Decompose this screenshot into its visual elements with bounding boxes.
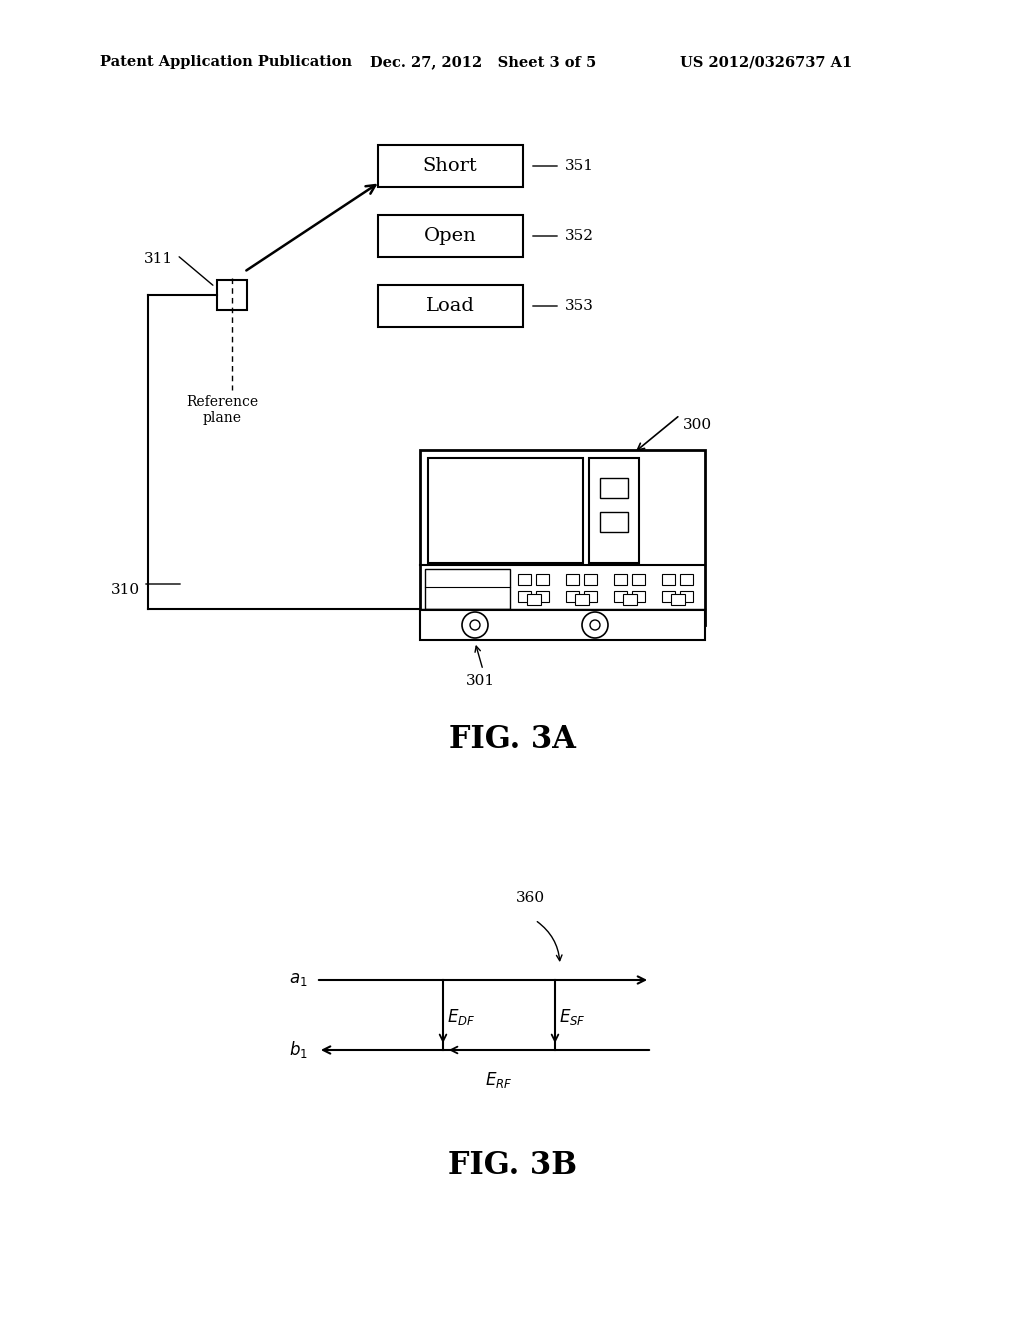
Text: $a_1$: $a_1$ [290, 972, 308, 989]
Text: Dec. 27, 2012   Sheet 3 of 5: Dec. 27, 2012 Sheet 3 of 5 [370, 55, 596, 69]
Bar [518, 574, 531, 585]
Circle shape [462, 612, 488, 638]
Text: 300: 300 [683, 418, 712, 432]
Bar [680, 574, 693, 585]
Bar [575, 594, 589, 605]
Bar [584, 574, 597, 585]
Text: Short: Short [423, 157, 477, 176]
Text: Load: Load [426, 297, 474, 315]
Bar [662, 574, 675, 585]
Bar [536, 591, 549, 602]
Text: 310: 310 [111, 583, 140, 597]
Text: 353: 353 [565, 300, 594, 313]
Text: $\mathit{E}_{RF}$: $\mathit{E}_{RF}$ [485, 1071, 513, 1090]
Text: $\mathit{E}_{DF}$: $\mathit{E}_{DF}$ [447, 1007, 475, 1027]
Text: FIG. 3A: FIG. 3A [449, 725, 575, 755]
Bar [632, 591, 645, 602]
Text: Patent Application Publication: Patent Application Publication [100, 55, 352, 69]
Text: FIG. 3B: FIG. 3B [447, 1150, 577, 1180]
Bar [217, 280, 247, 310]
Bar [632, 574, 645, 585]
Bar [518, 591, 531, 602]
Bar [614, 574, 627, 585]
Bar [680, 591, 693, 602]
Bar [662, 591, 675, 602]
Bar [378, 215, 523, 257]
Text: $b_1$: $b_1$ [289, 1040, 308, 1060]
Bar [584, 591, 597, 602]
Bar [600, 512, 628, 532]
Bar [420, 610, 705, 640]
Text: US 2012/0326737 A1: US 2012/0326737 A1 [680, 55, 852, 69]
Bar [566, 591, 579, 602]
Bar [378, 285, 523, 327]
Text: 351: 351 [565, 158, 594, 173]
Bar [378, 145, 523, 187]
Bar [425, 569, 510, 609]
Bar [536, 574, 549, 585]
Bar [420, 450, 705, 624]
Bar [589, 458, 639, 564]
Bar [566, 574, 579, 585]
Bar [428, 458, 583, 564]
Text: 352: 352 [565, 228, 594, 243]
Circle shape [590, 620, 600, 630]
Text: 360: 360 [515, 891, 545, 906]
Text: Reference
plane: Reference plane [186, 395, 258, 425]
Bar [614, 591, 627, 602]
Circle shape [582, 612, 608, 638]
Bar [671, 594, 685, 605]
Text: 311: 311 [144, 252, 173, 267]
Text: Open: Open [424, 227, 476, 246]
Bar [527, 594, 541, 605]
Bar [600, 478, 628, 498]
Text: 301: 301 [466, 675, 495, 688]
Text: $\mathit{E}_{SF}$: $\mathit{E}_{SF}$ [559, 1007, 586, 1027]
Bar [623, 594, 637, 605]
Circle shape [470, 620, 480, 630]
